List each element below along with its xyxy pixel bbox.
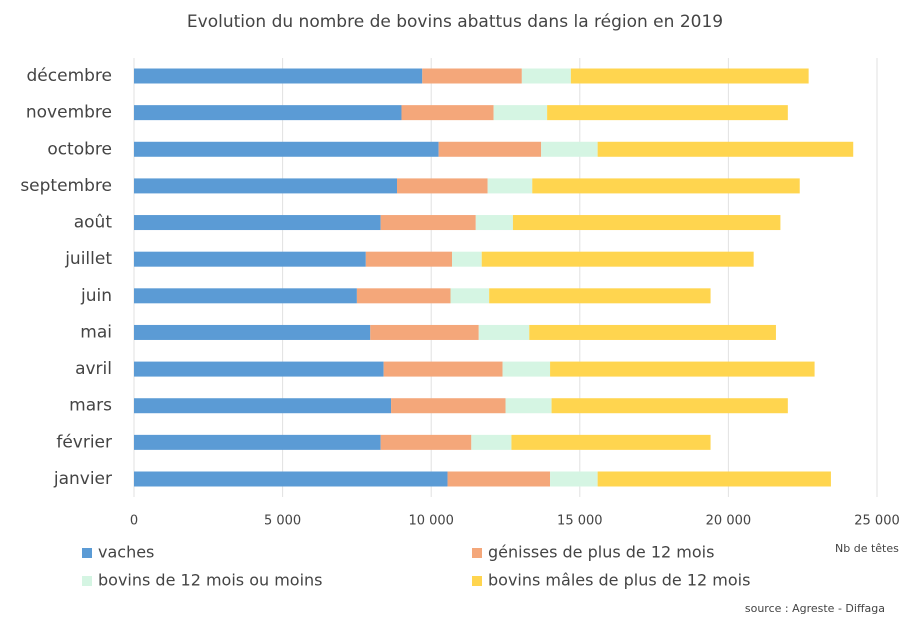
bar-segment <box>401 105 494 121</box>
x-axis-label: Nb de têtes <box>835 542 899 555</box>
source-note: source : Agreste - Diffaga <box>745 602 885 615</box>
y-tick-label: août <box>74 213 113 233</box>
bar-segment <box>521 68 571 84</box>
bar-segment <box>487 178 533 194</box>
bar-segment <box>134 251 366 267</box>
legend-label: bovins mâles de plus de 12 mois <box>488 571 750 590</box>
bar-segment <box>502 361 551 377</box>
bar-segment <box>450 288 490 304</box>
bar-segment <box>493 105 548 121</box>
bar-segment <box>365 251 453 267</box>
y-tick-label: juin <box>80 286 112 306</box>
y-tick-label: janvier <box>53 469 112 489</box>
bar-segment <box>512 215 781 231</box>
legend-swatch <box>82 548 92 558</box>
bar-segment <box>551 398 788 414</box>
bar-segment <box>550 471 598 487</box>
bar-segment <box>478 324 530 340</box>
bar-segment <box>134 178 398 194</box>
bar-segment <box>356 288 451 304</box>
chart-title: Evolution du nombre de bovins abattus da… <box>187 12 723 32</box>
bar-segment <box>597 471 831 487</box>
bar-segment <box>370 324 479 340</box>
bar-segment <box>452 251 482 267</box>
bar-segment <box>489 288 711 304</box>
bar-segment <box>529 324 776 340</box>
bar-segment <box>471 434 512 450</box>
x-tick-label: 25 000 <box>854 514 900 529</box>
legend-swatch <box>82 576 92 586</box>
bar-segment <box>505 398 552 414</box>
legend-label: génisses de plus de 12 mois <box>488 543 714 562</box>
y-tick-label: février <box>56 432 112 452</box>
y-tick-label: avril <box>75 359 112 379</box>
bar-segment <box>438 141 542 157</box>
bar-segment <box>134 288 357 304</box>
y-tick-label: décembre <box>27 66 112 86</box>
bar-segment <box>134 434 381 450</box>
legend-label: bovins de 12 mois ou moins <box>98 571 323 590</box>
y-tick-label: septembre <box>20 176 112 196</box>
y-tick-label: novembre <box>26 103 112 123</box>
legend-swatch <box>472 576 482 586</box>
bar-segment <box>391 398 506 414</box>
bar-segment <box>380 215 476 231</box>
x-tick-label: 10 000 <box>408 514 454 529</box>
x-tick-label: 5 000 <box>264 514 301 529</box>
bar-segment <box>475 215 513 231</box>
bar-segment <box>134 141 439 157</box>
bar-segment <box>570 68 809 84</box>
bar-segment <box>380 434 472 450</box>
bar-segment <box>134 398 392 414</box>
legend-swatch <box>472 548 482 558</box>
bar-segment <box>134 471 448 487</box>
bar-segment <box>532 178 800 194</box>
bar-segment <box>134 324 371 340</box>
x-tick-label: 15 000 <box>557 514 603 529</box>
bar-segment <box>134 215 381 231</box>
y-tick-label: octobre <box>47 139 112 159</box>
bar-segment <box>541 141 598 157</box>
y-tick-label: juillet <box>64 249 112 269</box>
bar-segment <box>547 105 788 121</box>
y-tick-label: mars <box>69 396 112 416</box>
bar-segment <box>481 251 754 267</box>
bar-segment <box>383 361 503 377</box>
bar-segment <box>397 178 488 194</box>
x-tick-label: 20 000 <box>706 514 752 529</box>
bar-segment <box>134 105 402 121</box>
y-tick-label: mai <box>80 322 112 342</box>
bar-segment <box>447 471 551 487</box>
bar-segment <box>422 68 522 84</box>
x-tick-label: 0 <box>130 514 138 529</box>
bar-segment <box>134 68 423 84</box>
bar-segment <box>134 361 384 377</box>
bar-segment <box>597 141 854 157</box>
bar-segment <box>511 434 711 450</box>
legend-label: vaches <box>98 543 154 562</box>
bar-segment <box>550 361 815 377</box>
